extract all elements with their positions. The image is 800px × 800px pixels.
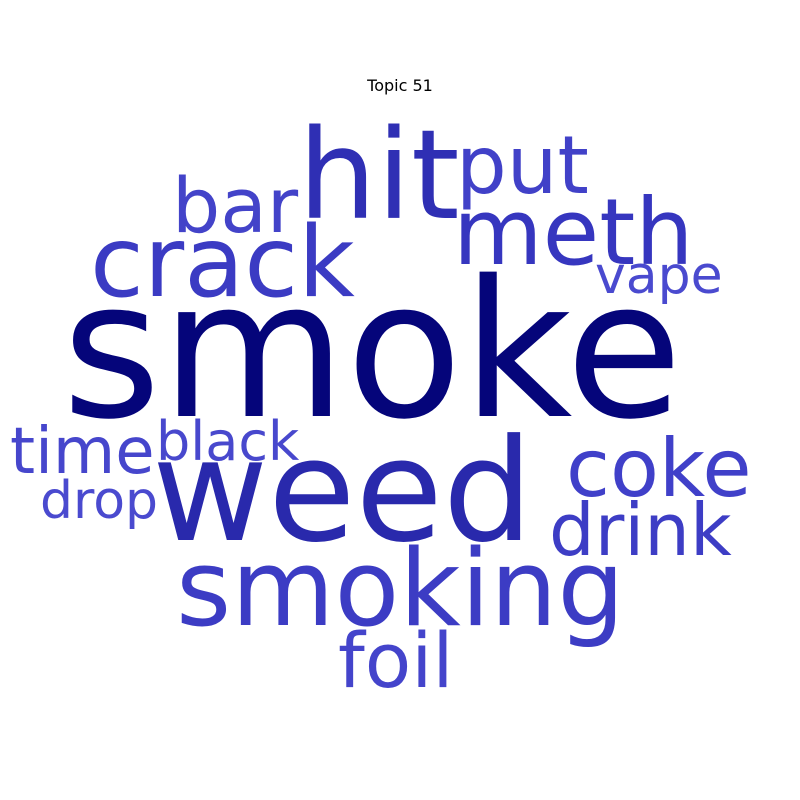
word-vape: vape bbox=[595, 246, 723, 306]
word-coke: coke bbox=[566, 422, 752, 515]
word-black: black bbox=[156, 410, 300, 473]
word-time: time bbox=[10, 415, 155, 489]
word-hit: hit bbox=[298, 104, 460, 248]
word-weed: weed bbox=[152, 409, 533, 574]
word-smoking: smoking bbox=[176, 527, 625, 650]
word-meth: meth bbox=[453, 179, 694, 286]
word-put: put bbox=[456, 119, 589, 212]
word-smoke: smoke bbox=[62, 240, 682, 461]
word-foil: foil bbox=[338, 616, 453, 705]
word-drink: drink bbox=[549, 488, 732, 572]
word-crack: crack bbox=[90, 206, 355, 320]
word-bar: bar bbox=[172, 161, 299, 250]
word-drop: drop bbox=[40, 471, 158, 531]
chart-title: Topic 51 bbox=[367, 76, 433, 95]
